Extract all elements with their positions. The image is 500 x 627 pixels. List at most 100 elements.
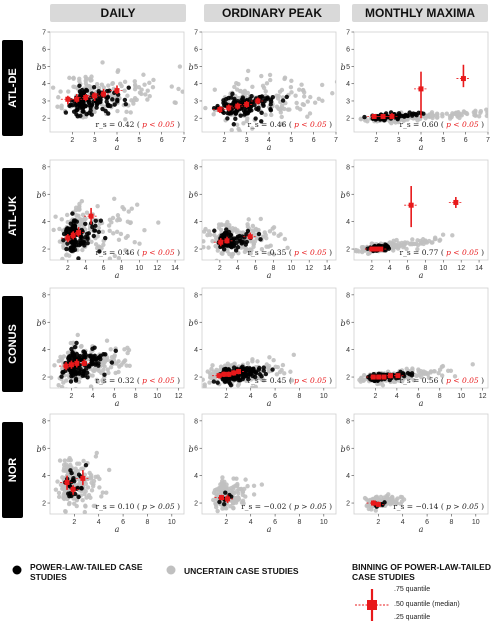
uncertain-point <box>95 379 100 385</box>
uncertain-point <box>82 509 88 514</box>
y-tick-label: 6 <box>194 192 198 199</box>
uncertain-point <box>297 87 302 92</box>
uncertain-point <box>89 77 94 83</box>
x-tick-label: 4 <box>97 519 101 526</box>
y-tick-label: 8 <box>194 292 198 299</box>
x-axis-label: a <box>267 143 272 152</box>
uncertain-point <box>249 247 254 253</box>
uncertain-point <box>94 450 99 456</box>
x-tick-label: 8 <box>438 393 442 400</box>
spearman-value: r_s = 0.60 <box>399 120 440 129</box>
x-tick-label: 2 <box>224 519 228 526</box>
legend-black-dot <box>12 565 22 575</box>
x-tick-label: 8 <box>134 393 138 400</box>
power-law-point <box>268 99 274 104</box>
row-header-conus: CONUS <box>2 296 23 392</box>
y-axis-label: b <box>36 445 41 454</box>
uncertain-point <box>301 90 307 95</box>
power-law-point <box>409 373 415 378</box>
x-tick-label: 12 <box>175 393 183 400</box>
binning-markers <box>212 368 246 379</box>
uncertain-point <box>238 486 243 492</box>
power-law-point <box>102 372 107 377</box>
power-law-point <box>69 346 74 352</box>
power-law-point <box>81 369 86 374</box>
row-header-nor: NOR <box>2 422 23 518</box>
uncertain-point <box>132 79 137 84</box>
power-law-point <box>230 91 235 97</box>
uncertain-point <box>211 369 217 374</box>
x-axis-label: a <box>419 143 424 152</box>
legend-q75-label: .75 quantile <box>394 586 431 593</box>
power-law-point <box>221 247 227 252</box>
uncertain-point <box>132 239 137 245</box>
bin-median-marker <box>408 202 414 208</box>
uncertain-point <box>61 354 67 359</box>
power-law-point <box>235 245 241 250</box>
uncertain-point <box>457 115 462 121</box>
p-value: p < 0.05 <box>294 120 327 129</box>
power-law-point <box>94 357 99 362</box>
x-tick-label: 2 <box>373 393 377 400</box>
uncertain-point <box>173 100 178 106</box>
uncertain-point <box>119 83 124 89</box>
uncertain-point <box>267 355 272 360</box>
uncertain-point <box>401 244 406 250</box>
uncertain-point <box>61 380 66 385</box>
power-law-point <box>405 113 411 119</box>
spearman-value: r_s = 0.56 <box>399 376 440 385</box>
x-axis-label: a <box>419 525 424 534</box>
uncertain-point <box>89 480 94 486</box>
power-law-point <box>103 235 108 241</box>
uncertain-point <box>115 108 120 114</box>
uncertain-point <box>487 112 488 116</box>
p-value: p < 0.05 <box>446 248 479 257</box>
power-law-point <box>73 355 79 361</box>
x-tick-label: 10 <box>472 519 480 526</box>
x-tick-label: 5 <box>289 137 293 144</box>
x-tick-label: 4 <box>249 519 253 526</box>
x-tick-label: 10 <box>135 265 143 272</box>
correlation-annotation: r_s = 0.32 ( p < 0.05 ) <box>95 376 180 385</box>
uncertain-point <box>99 494 104 499</box>
power-law-point <box>82 373 87 378</box>
x-tick-label: 10 <box>168 519 176 526</box>
y-tick-label: 2 <box>346 501 350 508</box>
x-axis-label: a <box>419 399 424 408</box>
uncertain-point <box>142 228 147 233</box>
uncertain-point <box>116 369 121 375</box>
paren-close: ) <box>175 502 180 511</box>
uncertain-point <box>278 232 283 237</box>
uncertain-point <box>134 97 139 102</box>
bin-median-marker <box>88 213 94 219</box>
y-tick-label: 5 <box>42 64 46 71</box>
uncertain-point <box>434 111 440 116</box>
power-law-point <box>122 97 128 103</box>
uncertain-point <box>116 237 122 242</box>
uncertain-point <box>68 457 73 463</box>
bin-median-marker <box>231 370 237 376</box>
uncertain-point <box>123 248 128 253</box>
uncertain-point <box>106 83 111 88</box>
bin-median-marker <box>375 501 381 507</box>
power-law-point <box>109 360 115 365</box>
power-law-point <box>258 237 263 242</box>
x-axis-label: a <box>419 271 424 280</box>
uncertain-point <box>289 378 295 383</box>
uncertain-point <box>81 458 86 464</box>
binning-markers <box>59 359 92 371</box>
spearman-value: r_s = −0.14 <box>393 502 441 511</box>
y-tick-label: 4 <box>194 219 198 226</box>
uncertain-point <box>391 379 397 384</box>
power-law-point <box>257 372 263 377</box>
uncertain-point <box>243 477 248 482</box>
paren-open: ( <box>441 376 446 385</box>
y-tick-label: 7 <box>42 30 46 37</box>
power-law-point <box>68 468 73 473</box>
uncertain-point <box>289 78 294 84</box>
uncertain-point <box>62 458 67 463</box>
y-tick-label: 6 <box>42 192 46 199</box>
y-tick-label: 4 <box>346 219 350 226</box>
